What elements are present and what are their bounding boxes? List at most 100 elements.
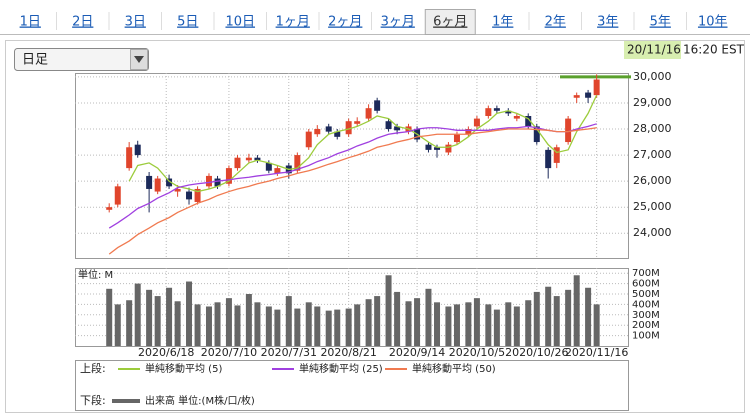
tab[interactable]: 2年 <box>545 15 566 30</box>
volume-bar <box>445 306 452 346</box>
tab[interactable]: 5年 <box>650 15 671 30</box>
y-tick-label: 28,000 <box>633 122 672 135</box>
candle-body <box>485 108 492 116</box>
candle-body <box>254 157 261 161</box>
candle-body <box>245 157 252 161</box>
volume-bar <box>225 298 232 346</box>
volume-bar <box>334 309 341 346</box>
volume-bar <box>414 298 421 346</box>
y-tick-label: 26,000 <box>633 174 672 187</box>
volume-bar <box>305 302 312 346</box>
volume-bar <box>106 288 113 346</box>
tab[interactable]: 3日 <box>125 15 146 30</box>
volume-bar <box>553 296 560 346</box>
y-tick-label: 30,000 <box>633 70 672 83</box>
price-frame <box>75 73 629 259</box>
candle-body <box>274 168 281 174</box>
volume-bar <box>174 301 181 346</box>
ma-line <box>128 94 598 193</box>
candle-body <box>305 131 312 148</box>
candle-body <box>194 188 201 202</box>
volume-bar <box>434 302 441 346</box>
candle-body <box>545 149 552 169</box>
volume-bar <box>465 302 472 346</box>
tab[interactable]: 2ヶ月 <box>328 15 362 30</box>
volume-bar <box>533 291 540 346</box>
legend-box <box>75 360 629 411</box>
volume-bar <box>394 291 401 346</box>
candle-body <box>354 121 361 124</box>
candle-body <box>154 178 161 192</box>
volume-bar <box>505 302 512 346</box>
legend-label: 出来高 単位:(M株/口/枚) <box>145 394 255 407</box>
volume-bar <box>345 308 352 346</box>
tab[interactable]: 2日 <box>72 15 93 30</box>
candle-body <box>493 108 500 111</box>
tab[interactable]: 10日 <box>225 15 255 30</box>
volume-bar <box>166 287 173 346</box>
volume-bar <box>425 288 432 346</box>
candle-body <box>585 92 592 98</box>
candle-body <box>166 178 173 187</box>
timestamp-time: 16:20 EST <box>683 43 745 57</box>
volume-bar <box>545 286 552 346</box>
candle-body <box>294 155 301 171</box>
volume-bar <box>485 304 492 346</box>
volume-bar <box>405 301 412 346</box>
dropdown[interactable] <box>14 48 149 71</box>
volume-bar <box>126 300 133 346</box>
volume-bar <box>585 287 592 346</box>
tab[interactable]: 1年 <box>492 15 513 30</box>
candle-body <box>553 147 560 163</box>
legend-lower: 下段: <box>80 393 106 407</box>
volume-bar <box>385 275 392 346</box>
volume-bar <box>513 306 520 346</box>
volume-bar <box>493 309 500 346</box>
tab[interactable]: 1日 <box>20 15 41 30</box>
candle-body <box>434 147 441 150</box>
volume-bar <box>265 306 272 346</box>
dropdown-label[interactable]: 日足 <box>22 53 48 68</box>
tab[interactable]: 3ヶ月 <box>381 15 415 30</box>
tab[interactable]: 3年 <box>597 15 618 30</box>
volume-bar <box>154 296 161 346</box>
candle-body <box>593 79 600 96</box>
tab[interactable]: 1ヶ月 <box>276 15 310 30</box>
candle-body <box>205 175 212 187</box>
y-tick-label: 100M <box>632 331 660 342</box>
volume-bar <box>573 275 580 346</box>
tab[interactable]: 6ヶ月 <box>433 15 467 30</box>
legend-label: 単純移動平均 (50) <box>412 362 496 375</box>
candle-body <box>533 126 540 143</box>
x-tick-label: 2020/7/31 <box>261 346 317 359</box>
volume-bar <box>473 298 480 346</box>
volume-bar <box>245 294 252 346</box>
volume-bar <box>593 304 600 346</box>
candle-body <box>126 147 133 169</box>
x-tick-label: 2020/6/18 <box>138 346 194 359</box>
candle-body <box>134 144 141 156</box>
candle-body <box>234 157 241 169</box>
volume-bar <box>234 305 241 346</box>
tab[interactable]: 10年 <box>698 15 728 30</box>
x-tick-label: 2020/11/16 <box>565 346 628 359</box>
candle-body <box>473 118 480 127</box>
y-tick-label: 300M <box>632 310 660 321</box>
ma-line <box>108 123 597 229</box>
candle-body <box>314 129 321 135</box>
volume-bar <box>254 302 261 346</box>
volume-bar <box>114 304 121 346</box>
volume-bar <box>285 296 292 346</box>
candle-body <box>425 144 432 150</box>
candle-body <box>525 115 532 127</box>
tab[interactable]: 5日 <box>177 15 198 30</box>
candle-body <box>334 131 341 137</box>
volume-bar <box>565 289 572 346</box>
candle-body <box>365 108 372 119</box>
y-tick-label: 24,000 <box>633 226 672 239</box>
candle-body <box>453 134 460 143</box>
y-tick-label: 25,000 <box>633 200 672 213</box>
ma-line <box>108 127 597 255</box>
candle-body <box>345 121 352 135</box>
